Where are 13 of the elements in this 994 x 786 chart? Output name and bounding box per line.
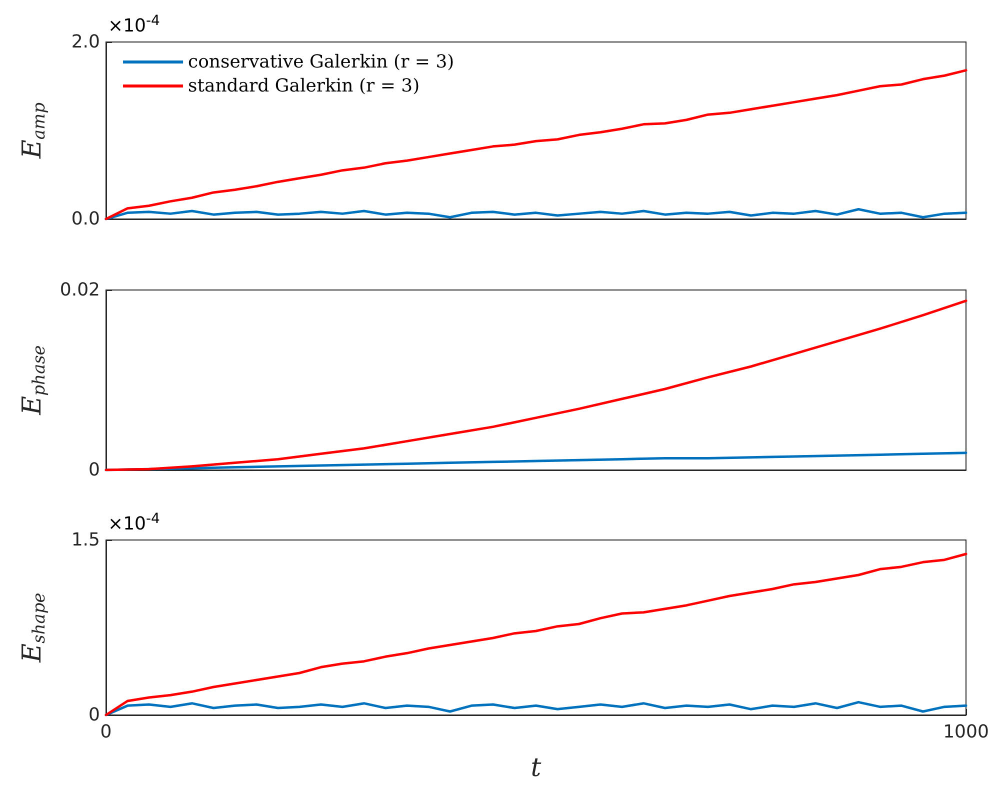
y-tick-label: 1.5 — [71, 530, 100, 550]
y-axis-title: Ephase — [18, 345, 50, 416]
y-tick-label: 2.0 — [71, 32, 100, 52]
y-tick-label: 0 — [88, 704, 100, 726]
y-tick-label: 0 — [88, 460, 100, 480]
y-tick-label: 0.02 — [60, 280, 100, 300]
legend-label: conservative Galerkin (r = 3) — [188, 52, 454, 72]
y-tick-label: 0.0 — [71, 208, 100, 230]
x-axis-title: t — [530, 753, 542, 783]
legend-label: standard Galerkin (r = 3) — [188, 76, 420, 96]
y-axis-title: Eshape — [18, 592, 50, 664]
y-axis-title: Eamp — [18, 102, 50, 160]
x-tick-label: 1000 — [943, 722, 989, 742]
